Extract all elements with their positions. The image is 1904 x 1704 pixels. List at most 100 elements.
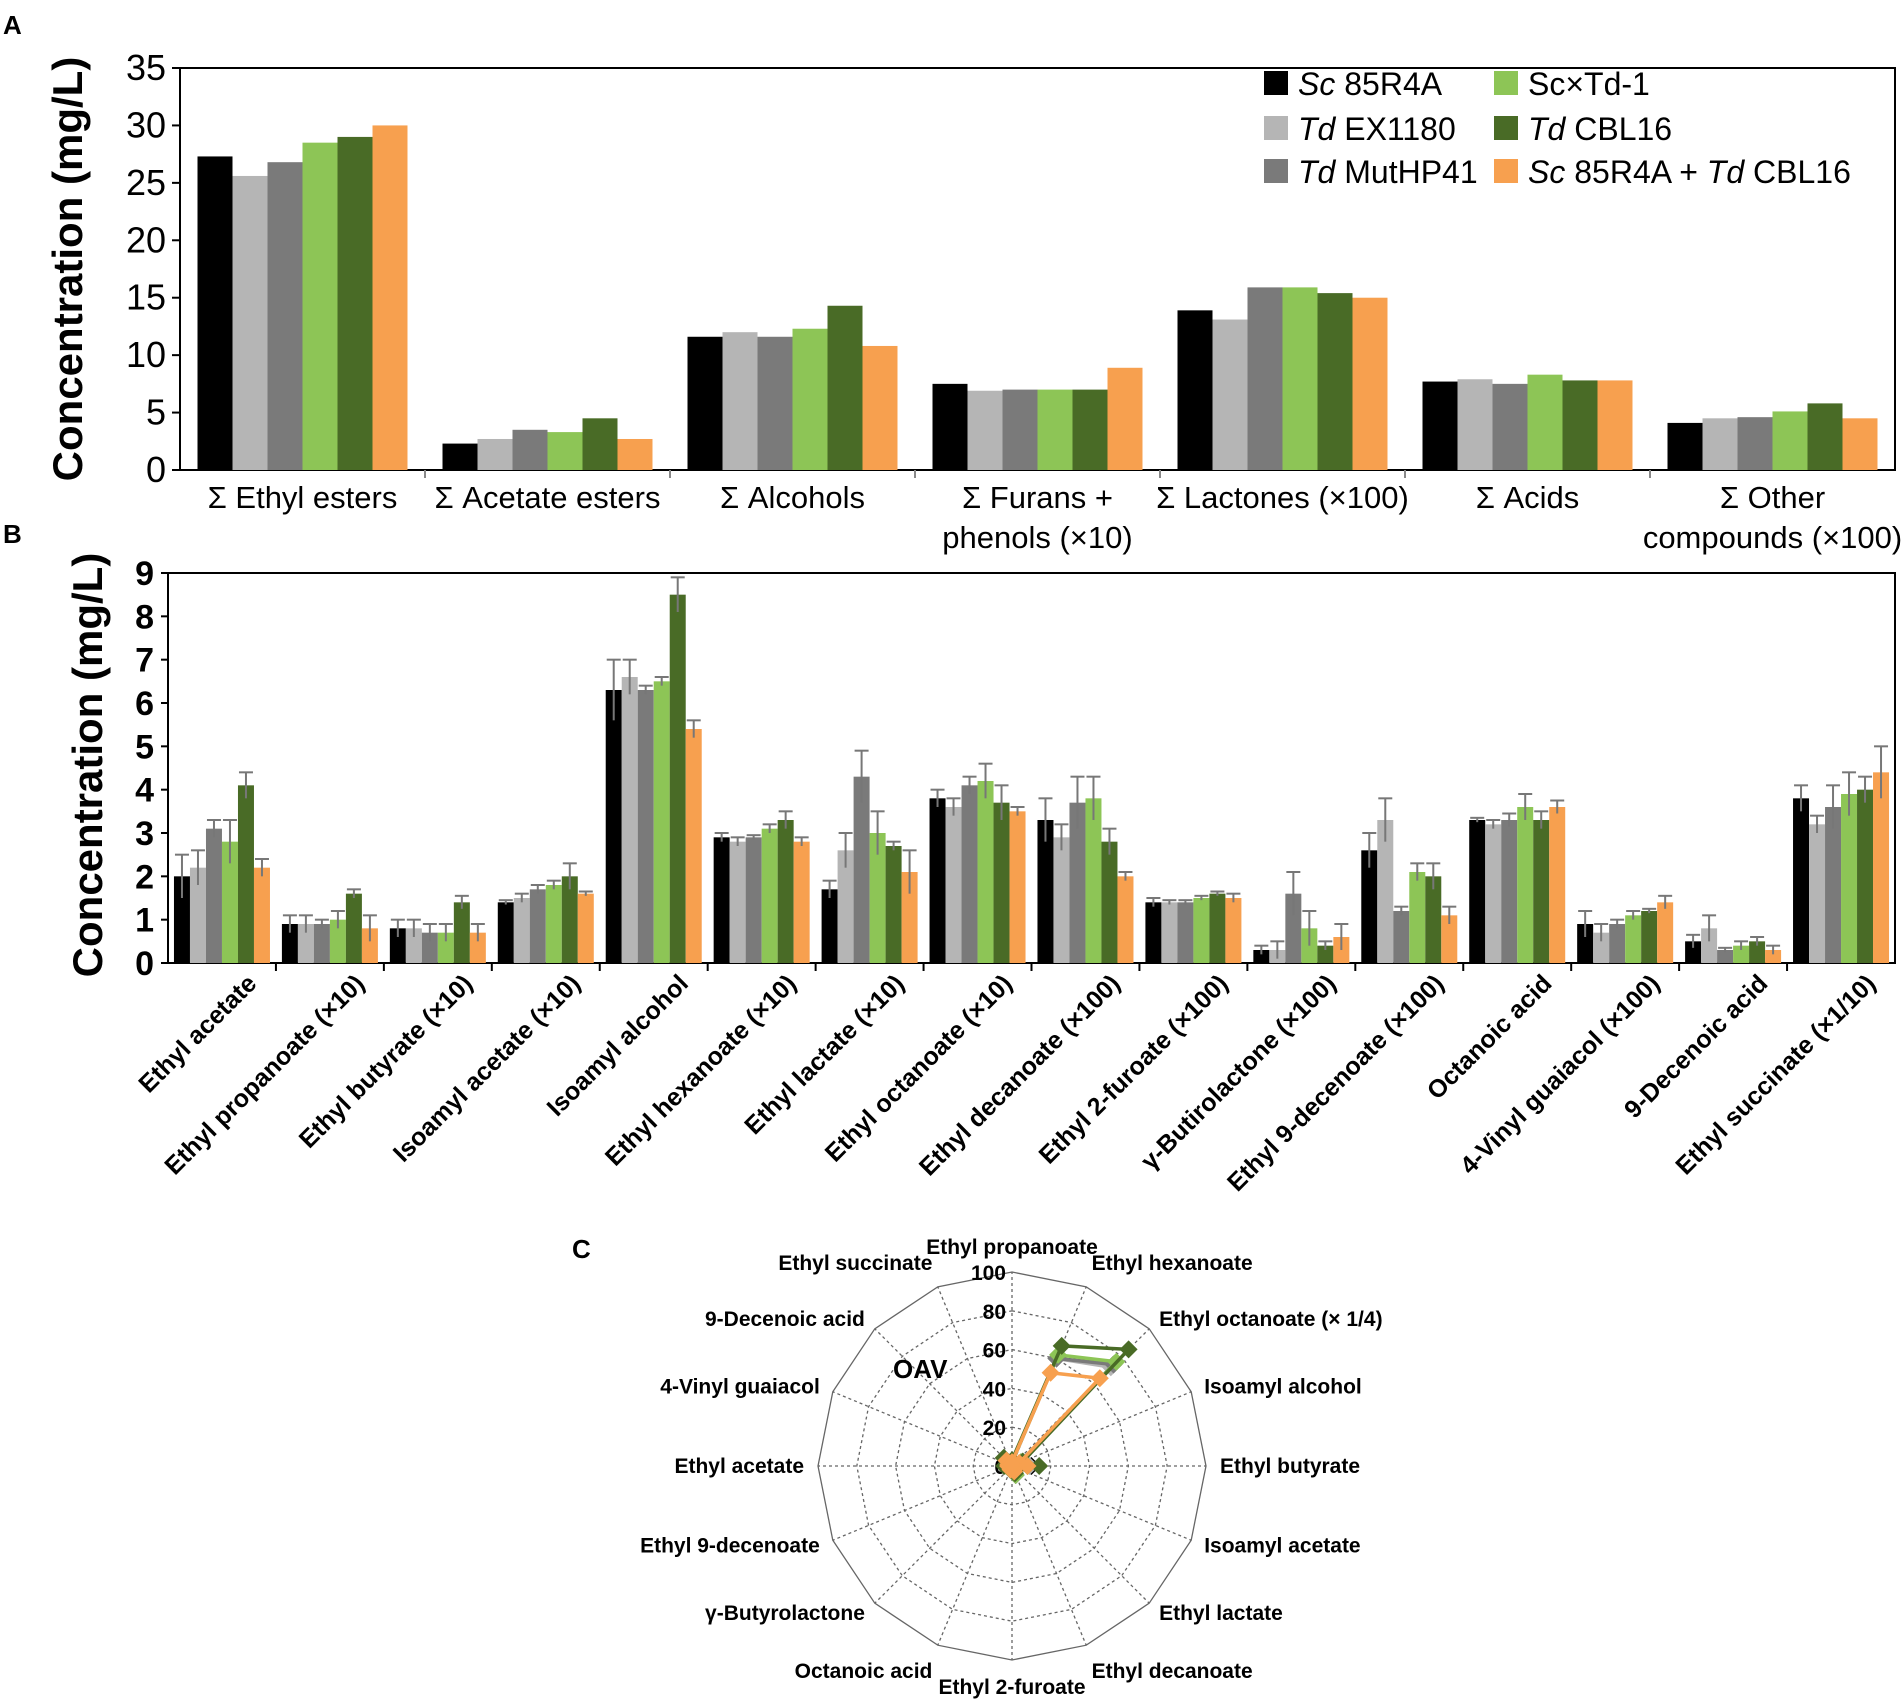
panel-b-bar-sc-85r4a-11 — [1253, 950, 1270, 963]
panel-b-ytick-label: 3 — [135, 815, 154, 853]
panel-b-bar-sc-85r4a-td-cbl16-15 — [1765, 950, 1782, 963]
legend-swatch-td-muthp41 — [1264, 159, 1288, 183]
panel-b-bar-sc-85r4a-td-cbl16-14 — [1657, 902, 1674, 963]
panel-b-category-label: Ethyl octanoate (×10) — [820, 969, 1018, 1167]
panel-b-bar-sc-td-1-13 — [1517, 807, 1534, 963]
panel-c-axis-label: Ethyl decanoate — [1092, 1660, 1253, 1683]
panel-b-ytick-label: 6 — [135, 685, 154, 723]
panel-b-bar-td-muthp41-16 — [1825, 807, 1842, 963]
panel-a-bar-sc-85r4a-4 — [932, 383, 968, 470]
panel-a-category-label: phenols (×10) — [942, 520, 1132, 555]
panel-b-bar-td-ex1180-15 — [1701, 928, 1718, 963]
panel-b-ytick-label: 5 — [135, 728, 154, 766]
panel-b-bar-td-ex1180-12 — [1377, 820, 1394, 963]
panel-a-bar-sc-td-1-7 — [1772, 411, 1808, 470]
panel-c-radial-ticks: 020406080100 — [971, 1262, 1006, 1479]
panel-a-bar-td-ex1180-6 — [1457, 379, 1493, 470]
panel-a-ytick-label: 30 — [126, 104, 166, 145]
panel-a-bar-sc-td-1-1 — [302, 142, 338, 470]
panel-b-bar-sc-td-1-7 — [869, 833, 886, 963]
panel-b-bar-td-cbl16-16 — [1857, 789, 1874, 963]
panel-b-bar-td-ex1180-1 — [189, 867, 206, 963]
panel-a-bar-td-muthp41-2 — [512, 429, 548, 470]
panel-b-ytick-label: 4 — [135, 772, 154, 810]
panel-c-axis-label: Ethyl hexanoate — [1092, 1252, 1253, 1275]
panel-a-bar-td-muthp41-7 — [1737, 417, 1773, 470]
panel-b-ytick-label: 8 — [135, 598, 154, 636]
panel-a-bar-sc-85r4a-td-cbl16-5 — [1352, 297, 1388, 470]
panel-a-bar-sc-85r4a-7 — [1667, 422, 1703, 470]
panel-c-series-marker-td-cbl16 — [1119, 1340, 1138, 1359]
panel-b-bar-td-muthp41-8 — [961, 785, 978, 963]
legend-swatch-sc-85r4a — [1264, 71, 1288, 95]
panel-b-bar-sc-td-1-16 — [1841, 794, 1858, 963]
panel-a-bar-td-muthp41-3 — [757, 336, 793, 470]
panel-b-bar-sc-85r4a-td-cbl16-4 — [577, 893, 594, 963]
panel-b-category-label: 4-Vinyl guaiacol (×100) — [1455, 969, 1666, 1180]
panel-a-bars — [197, 125, 1878, 478]
panel-b-bar-td-muthp41-15 — [1717, 950, 1734, 963]
legend-label-sc-85r4a-td-cbl16: Sc 85R4A + Td CBL16 — [1528, 154, 1851, 190]
panel-b-bar-chart: Concentration (mg/L) 0 1 2 3 4 5 6 7 8 9 Ethyl ac… — [64, 553, 1896, 1197]
panel-a-bar-td-ex1180-3 — [722, 332, 758, 470]
panel-a-bar-td-muthp41-4 — [1002, 389, 1038, 470]
panel-b-y-axis-title: Concentration (mg/L) — [64, 553, 111, 978]
panel-c-spoke — [937, 1465, 1013, 1646]
panel-b-bar-td-muthp41-9 — [1069, 802, 1086, 963]
panel-c-axis-label: Ethyl butyrate — [1220, 1455, 1360, 1478]
panel-c-spoke — [832, 1391, 1013, 1467]
panel-b-bar-td-muthp41-14 — [1609, 924, 1626, 963]
panel-a-bar-sc-85r4a-td-cbl16-1 — [372, 125, 408, 470]
panel-c-spoke — [874, 1328, 1013, 1467]
panel-b-bar-sc-85r4a-td-cbl16-1 — [253, 867, 270, 963]
panel-b-category-label: Ethyl succinate (×1/10) — [1670, 969, 1881, 1180]
panel-b-ytick-label: 1 — [135, 902, 154, 940]
panel-a-y-axis-title: Concentration (mg/L) — [44, 57, 91, 482]
panel-a-category-label: Σ Furans + — [962, 480, 1113, 515]
panel-a-bar-td-muthp41-1 — [267, 162, 303, 470]
panel-b-bar-td-cbl16-1 — [237, 785, 254, 963]
panel-c-radial-tick-label: 60 — [983, 1340, 1006, 1363]
panel-a-bar-sc-85r4a-td-cbl16-2 — [617, 438, 653, 470]
panel-b-bar-td-ex1180-5 — [621, 677, 638, 963]
panel-b-bar-sc-85r4a-15 — [1685, 941, 1702, 963]
panel-b-bar-sc-85r4a-1 — [173, 876, 190, 963]
panel-a-legend: Sc 85R4A Td EX1180 Td MutHP41 Sc×Td-1 Td CBL… — [1264, 66, 1851, 190]
panel-a-category-label: Σ Other — [1720, 480, 1825, 515]
panel-a-ytick-label: 35 — [126, 47, 166, 88]
panel-b-bar-td-ex1180-2 — [297, 924, 314, 963]
panel-c-axis-label: Ethyl 9-decenoate — [640, 1535, 820, 1558]
panel-b-bar-td-ex1180-8 — [945, 807, 962, 963]
panel-b-bar-sc-85r4a-4 — [497, 902, 514, 963]
panel-b-bar-td-muthp41-12 — [1393, 911, 1410, 963]
panel-b-bar-sc-85r4a-td-cbl16-5 — [685, 729, 702, 963]
panel-b-bar-sc-85r4a-6 — [713, 837, 730, 963]
panel-c-axis-title: OAV — [893, 1354, 948, 1384]
panel-a-y-ticks: 0 5 10 15 20 25 30 35 — [126, 47, 180, 490]
legend-label-td-ex1180: Td EX1180 — [1298, 111, 1456, 147]
panel-c-axis-label: Isoamyl acetate — [1204, 1535, 1360, 1558]
panel-b-bar-td-cbl16-13 — [1533, 820, 1550, 963]
panel-c-series-marker-sc-85r4a-td-cbl16 — [1002, 1455, 1021, 1474]
panel-b-bar-sc-85r4a-td-cbl16-9 — [1117, 876, 1134, 963]
panel-b-bar-td-cbl16-9 — [1101, 841, 1118, 963]
panel-a-category-label: compounds (×100) — [1643, 520, 1902, 555]
panel-b-bar-sc-td-1-4 — [545, 885, 562, 963]
panel-b-bar-td-cbl16-10 — [1209, 893, 1226, 963]
panel-b-bar-td-muthp41-13 — [1501, 820, 1518, 963]
panel-b-bar-sc-td-1-9 — [1085, 798, 1102, 963]
panel-b-bar-sc-td-1-10 — [1193, 898, 1210, 963]
panel-b-bar-td-muthp41-7 — [853, 776, 870, 963]
panel-b-bar-td-cbl16-8 — [993, 802, 1010, 963]
panel-b-bar-td-cbl16-11 — [1317, 945, 1334, 963]
panel-b-bar-td-cbl16-12 — [1425, 876, 1442, 963]
panel-a-bar-sc-85r4a-td-cbl16-4 — [1107, 367, 1143, 470]
panel-c-radial-tick-label: 20 — [983, 1417, 1006, 1440]
panel-c-axis-label: γ-Butyrolactone — [705, 1602, 865, 1625]
panel-b-bar-td-ex1180-13 — [1485, 824, 1502, 963]
panel-a-bar-sc-td-1-2 — [547, 432, 583, 470]
panel-c-spoke — [1011, 1465, 1150, 1604]
panel-a-ytick-label: 20 — [126, 219, 166, 260]
panel-a-bar-sc-td-1-3 — [792, 328, 828, 470]
panel-b-category-label: γ-Butirolactone (×100) — [1136, 969, 1342, 1175]
